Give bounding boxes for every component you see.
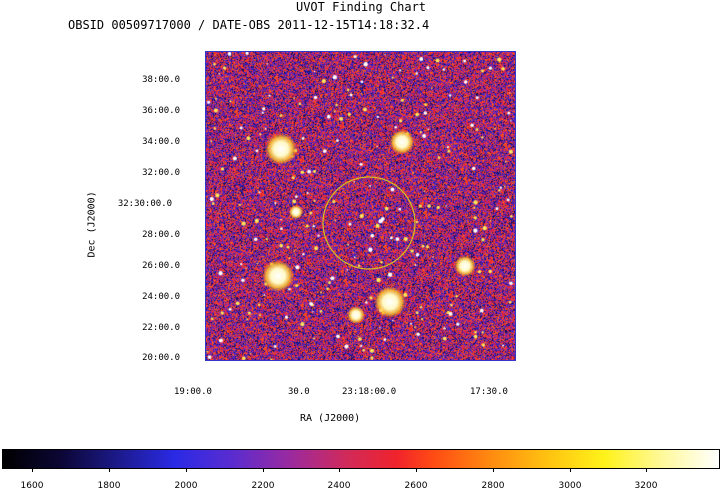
colorbar-label: 3200 [634,481,658,491]
colorbar-label: 2600 [404,481,428,491]
colorbar-label: 1800 [97,481,121,491]
x-tick-label: 30.0 [288,387,310,397]
y-tick-label: 26:00.0 [142,261,180,271]
y-tick-label: 34:00.0 [142,137,180,147]
chart-subtitle: OBSID 00509717000 / DATE-OBS 2011-12-15T… [68,18,430,32]
y-tick-label: 24:00.0 [142,292,180,302]
colorbar-label: 2400 [327,481,351,491]
y-tick-label: 32:00.0 [142,168,180,178]
y-tick-label: 20:00.0 [142,353,180,363]
colorbar-label: 2800 [481,481,505,491]
x-tick-label: 17:30.0 [470,387,508,397]
sky-image-canvas [206,52,515,360]
y-tick-label: 36:00.0 [142,106,180,116]
sky-image[interactable] [205,51,516,361]
y-tick-label: 28:00.0 [142,230,180,240]
colorbar-label: 3000 [558,481,582,491]
source-circle-icon [322,176,416,270]
chart-title: UVOT Finding Chart [295,0,427,14]
source-circle-overlay [322,176,416,270]
y-tick-label: 22:00.0 [142,323,180,333]
colorbar-label: 2200 [251,481,275,491]
x-axis-title: RA (J2000) [300,413,361,424]
y-axis-title: Dec (J2000) [86,191,98,258]
x-tick-label: 19:00.0 [174,387,212,397]
y-tick-label: 32:30:00.0 [117,199,172,209]
colorbar-label: 1600 [20,481,44,491]
y-tick-label: 38:00.0 [142,75,180,85]
colorbar [2,449,720,469]
x-tick-label: 23:18:00.0 [342,387,397,397]
colorbar-label: 2000 [174,481,198,491]
